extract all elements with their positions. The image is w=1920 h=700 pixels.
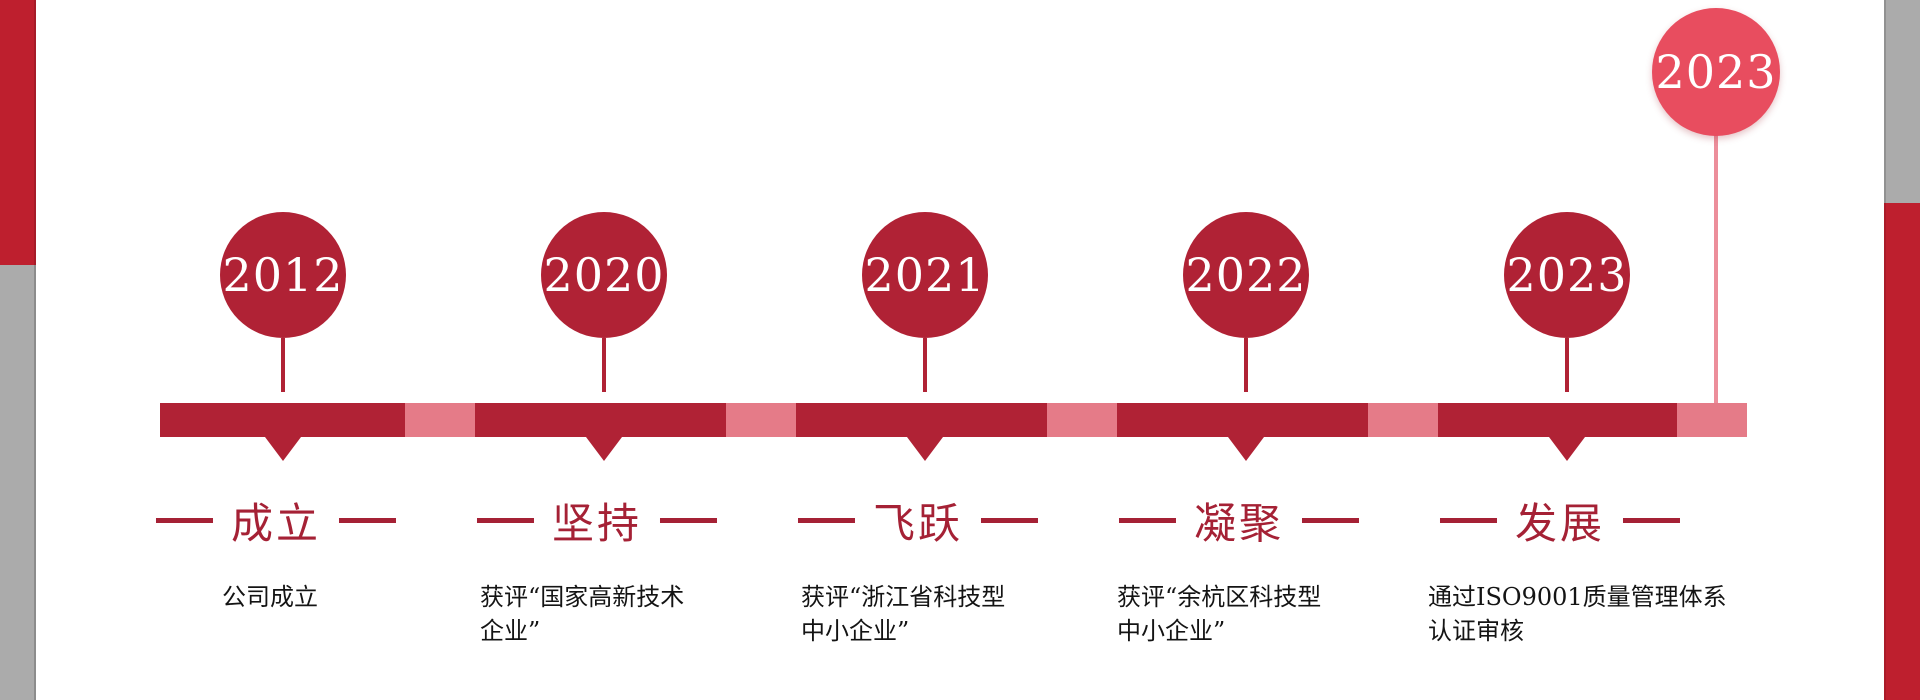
future-year: 2023 [1655,45,1777,99]
milestone-label: 飞跃 [872,498,964,548]
milestone-year-bubble-2020: 2020 [541,212,667,338]
description-line: 中小企业” [801,617,910,645]
milestone-year: 2012 [222,248,344,302]
milestone-label-row: 飞跃 [797,494,1039,548]
description-line: 获评“浙江省科技型 [801,583,1006,611]
timeline-bar [160,403,1747,437]
milestone-pointer-icon [1228,437,1264,461]
left-edge-red-strip [0,0,36,265]
milestone-stem [923,338,927,392]
milestone-label-row: 成立 [155,494,397,548]
milestone-year: 2021 [864,248,986,302]
milestone-stem [281,338,285,392]
description-line: 公司成立 [222,583,318,611]
description-line: 获评“余杭区科技型 [1117,583,1322,611]
timeline-gap-segment [405,403,475,437]
description-line: 中小企业” [1117,617,1226,645]
left-edge-gray-strip [0,265,36,700]
milestone-label: 成立 [230,498,322,548]
label-dash-left [1118,517,1176,523]
milestone-pointer-icon [907,437,943,461]
label-dash-right [660,517,718,523]
milestone-pointer-icon [586,437,622,461]
label-dash-left [155,517,213,523]
label-dash-left [476,517,534,523]
milestone-description: 获评“余杭区科技型 中小企业” [1117,580,1321,648]
milestone-stem [1565,338,1569,392]
milestone-pointer-icon [265,437,301,461]
milestone-label-row: 发展 [1439,494,1681,548]
label-dash-right [1302,517,1360,523]
milestone-year: 2023 [1506,248,1628,302]
milestone-description: 公司成立 [222,580,318,614]
milestone-year: 2020 [543,248,665,302]
label-dash-right [981,517,1039,523]
label-dash-right [339,517,397,523]
description-line: 企业” [480,617,541,645]
label-dash-left [797,517,855,523]
milestone-year-bubble-2012: 2012 [220,212,346,338]
milestone-label: 凝聚 [1193,498,1285,548]
future-milestone-stem [1714,134,1718,403]
milestone-stem [602,338,606,392]
label-dash-left [1439,517,1497,523]
timeline-gap-segment [1047,403,1117,437]
timeline-gap-segment [726,403,796,437]
timeline-gap-segment [1368,403,1438,437]
milestone-description: 获评“国家高新技术 企业” [480,580,684,648]
milestone-description: 获评“浙江省科技型 中小企业” [801,580,1005,648]
milestone-stem [1244,338,1248,392]
milestone-pointer-icon [1549,437,1585,461]
milestone-label-row: 凝聚 [1118,494,1360,548]
right-edge-gray-strip [1884,0,1920,203]
description-line: 认证审核 [1428,617,1524,645]
timeline-gap-segment [1677,403,1747,437]
right-edge-red-strip [1884,203,1920,700]
description-line: 获评“国家高新技术 [480,583,685,611]
milestone-year-bubble-2021: 2021 [862,212,988,338]
milestone-description: 通过ISO9001质量管理体系 认证审核 [1428,580,1727,648]
milestone-label: 发展 [1514,498,1606,548]
future-year-bubble-2023: 2023 [1652,8,1780,136]
milestone-label-row: 坚持 [476,494,718,548]
milestone-year-bubble-2022: 2022 [1183,212,1309,338]
milestone-year-bubble-2023: 2023 [1504,212,1630,338]
milestone-year: 2022 [1185,248,1307,302]
milestone-label: 坚持 [551,498,643,548]
description-line: 通过ISO9001质量管理体系 [1428,583,1727,611]
label-dash-right [1623,517,1681,523]
